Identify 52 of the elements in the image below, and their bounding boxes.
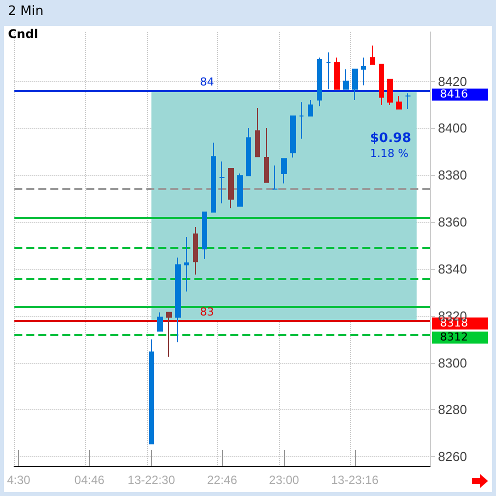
y-tick-label: 8360 [438,214,467,230]
y-tick-label: 8420 [438,74,467,89]
candlestick [290,115,296,158]
text: 8312 [440,330,468,344]
y-tick-label: 8280 [438,402,467,418]
candlestick [237,172,243,207]
x-tick-label: 13-22:30 [128,473,176,487]
candlestick [370,45,375,65]
candlestick [228,168,234,209]
candlestick [193,226,198,276]
candlestick [157,312,163,332]
x-tick-label: 23:00 [269,473,300,487]
y-tick-label: 8260 [438,449,467,464]
annotation: 83 [200,306,214,319]
candlestick [219,160,225,204]
y-tick-label: 8400 [438,120,467,136]
candlestick [272,164,278,190]
candlestick [184,236,189,292]
annotation: 1.18 % [370,147,408,160]
y-tick-label: 8300 [438,355,467,370]
annotation: Cndl [8,27,38,41]
candlestick [334,57,340,90]
candlestick [299,102,304,140]
candlestick [405,92,411,110]
candlestick [317,57,322,107]
x-tick-label: 04:46 [74,473,105,487]
x-tick-label: 13-23:16 [331,473,379,487]
candlestick [166,312,172,358]
candlestick [202,212,207,260]
chart-title: 2 Min [8,4,44,19]
candlestick [211,142,216,213]
candlestick [326,52,331,90]
annotation: 84 [200,76,214,89]
x-tick-label: 22:46 [207,473,238,487]
candlestick [396,96,402,110]
candlestick [379,64,384,106]
candlestick [308,100,313,116]
candlestick [281,158,287,184]
candlestick [149,338,154,445]
y-tick-label: 8380 [438,168,467,183]
candlestick [255,108,260,158]
candlestick [352,68,358,101]
candlestick [264,127,269,183]
text: 8416 [440,88,468,101]
candlestick [387,78,393,106]
candlestick [343,68,349,90]
candlestick [246,127,251,176]
candlestick [175,257,181,343]
x-tick-label: 4:30 [6,473,31,487]
candlestick [361,57,366,86]
y-tick-label: 8340 [438,261,467,276]
annotation: $0.98 [370,131,412,146]
